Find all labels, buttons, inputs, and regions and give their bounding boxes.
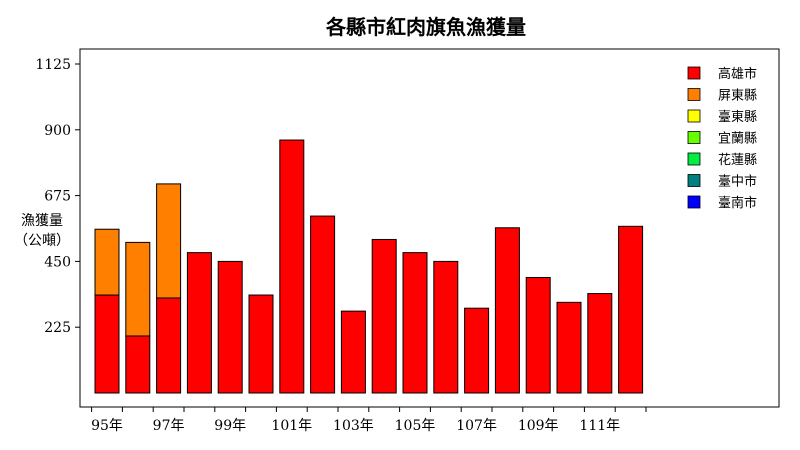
bar-segment (125, 335, 151, 394)
y-tick-label: 1125 (35, 57, 71, 73)
bar-segment (186, 252, 212, 394)
x-tick-label: 111年 (579, 418, 620, 434)
x-tick-label: 101年 (271, 418, 312, 434)
bar-segment (556, 301, 582, 394)
plot-frame (79, 48, 780, 408)
bar-segment (340, 310, 366, 394)
legend-swatch (687, 174, 701, 187)
chart-title: 各縣市紅肉旗魚漁獲量 (325, 15, 526, 39)
legend-label: 宜蘭縣 (718, 131, 757, 147)
legend-label: 臺南市 (718, 195, 757, 211)
y-axis-label-line1: 漁獲量 (21, 213, 63, 229)
legend-swatch (687, 88, 701, 101)
x-tick-label: 97年 (153, 418, 185, 434)
legend-label: 臺東縣 (718, 109, 757, 125)
legend-swatch (687, 109, 701, 123)
bar-segment (310, 215, 336, 394)
y-tick-label: 450 (44, 254, 71, 270)
x-tick-label: 107年 (456, 418, 497, 434)
x-tick-label: 103年 (333, 418, 374, 434)
legend-label: 花蓮縣 (718, 152, 757, 168)
y-axis-label-line2: （公噸） (14, 233, 70, 249)
bar-segment (587, 293, 613, 394)
x-tick-label: 109年 (518, 418, 559, 434)
bar-segment (279, 139, 305, 394)
bar-segment (217, 260, 243, 394)
bar-segment (494, 227, 520, 394)
x-tick-label: 105年 (395, 418, 436, 434)
y-tick-label: 225 (44, 320, 71, 336)
bar-segment (156, 297, 182, 394)
bar-segment (156, 183, 182, 299)
bars (94, 139, 644, 394)
legend-label: 屏東縣 (718, 88, 757, 104)
x-tick-label: 95年 (91, 418, 123, 434)
legend-swatch (687, 195, 701, 209)
x-tick-label: 99年 (214, 418, 246, 434)
legend-swatch (687, 152, 701, 166)
bar-segment (464, 307, 490, 394)
legend-swatch (687, 131, 701, 144)
bar-segment (402, 252, 428, 394)
bar-segment (94, 294, 120, 394)
bar-segment (618, 225, 644, 394)
bar-segment (433, 260, 459, 394)
y-tick-label: 675 (44, 189, 71, 205)
y-axis: 225 450 675 900 1125 (35, 57, 80, 336)
legend-swatch (687, 66, 701, 80)
bar-segment (525, 276, 551, 394)
bar-segment (371, 238, 397, 394)
bar-segment (94, 228, 120, 296)
y-tick-label: 900 (44, 123, 71, 139)
bar-segment (248, 294, 274, 394)
legend-label: 臺中市 (718, 174, 757, 190)
bar-segment (125, 241, 151, 337)
x-axis: 95年 97年 99年 101年 103年 105年 107年 109年 111年 (91, 407, 647, 434)
legend-label: 高雄市 (718, 66, 757, 82)
